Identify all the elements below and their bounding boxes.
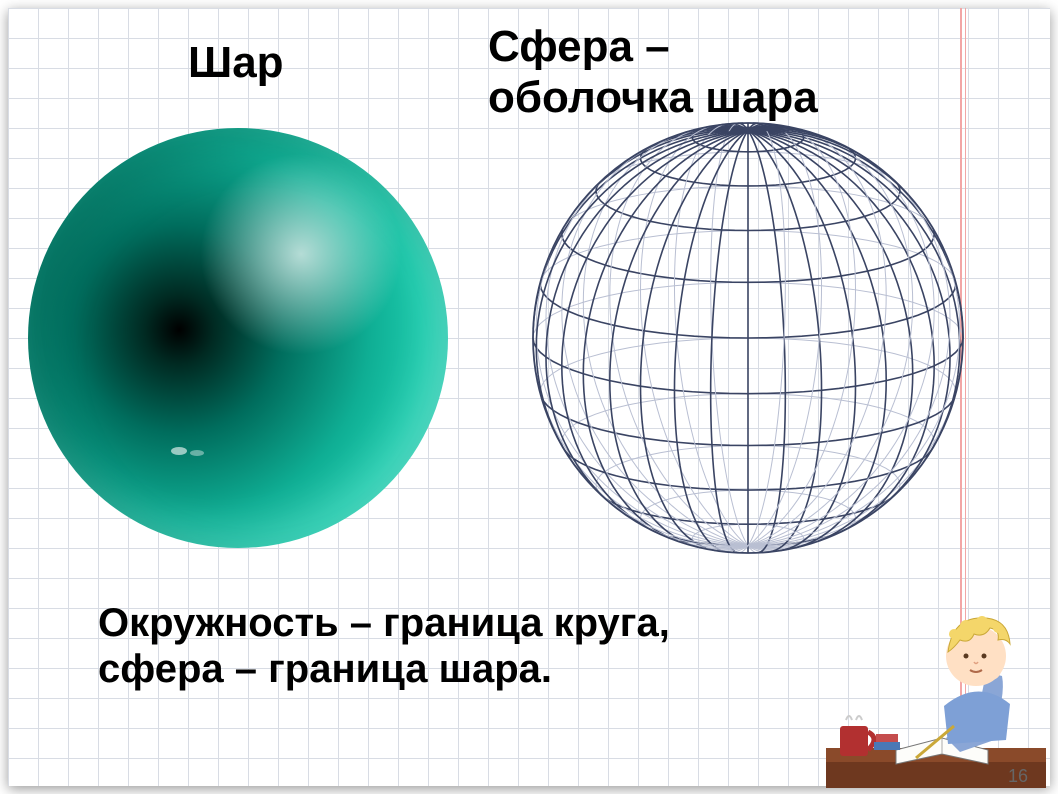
caption-line2: сфера – граница шара. bbox=[98, 646, 670, 692]
student-illustration bbox=[826, 608, 1046, 788]
wireframe-sphere-graphic bbox=[498, 88, 998, 588]
wireframe-sphere-svg bbox=[498, 88, 998, 588]
title-sphere-line1: Сфера – bbox=[488, 22, 818, 73]
caption-line1: Окружность – граница круга, bbox=[98, 600, 670, 646]
title-ball: Шар bbox=[188, 38, 284, 89]
page-number: 16 bbox=[1008, 766, 1028, 787]
page-number-text: 16 bbox=[1008, 766, 1028, 786]
solid-sphere-graphic bbox=[28, 128, 448, 548]
caption-text: Окружность – граница круга, сфера – гран… bbox=[98, 600, 670, 692]
title-ball-text: Шар bbox=[188, 38, 284, 87]
notebook-page: Шар Сфера – оболочка шара Окружность – г… bbox=[8, 8, 1050, 786]
student-svg bbox=[826, 608, 1046, 788]
